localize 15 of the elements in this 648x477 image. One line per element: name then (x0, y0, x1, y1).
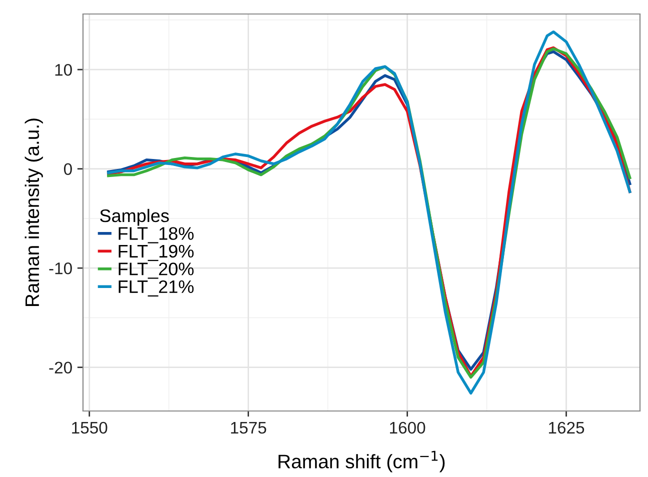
x-tick-label: 1625 (548, 422, 584, 434)
y-tick-label: 10 (55, 64, 72, 76)
legend-label: FLT_18% (118, 227, 194, 244)
x-tick-label: 1600 (390, 422, 426, 434)
legend-label: FLT_20% (118, 262, 194, 279)
x-tick-label: 1575 (231, 422, 266, 434)
x-axis-title: Raman shift (cm$^{−1}$) (278, 450, 445, 472)
x-tick-label: 1550 (72, 422, 108, 434)
y-axis-title: Raman intensity (a.u.) (24, 118, 43, 306)
y-tick-label: -10 (49, 262, 72, 274)
y-tick-label: -20 (49, 362, 72, 374)
legend-label: FLT_19% (118, 244, 194, 262)
y-tick-label: 0 (64, 163, 72, 176)
legend-label: FLT_21% (118, 280, 194, 297)
legend-title: Samples (100, 208, 169, 226)
